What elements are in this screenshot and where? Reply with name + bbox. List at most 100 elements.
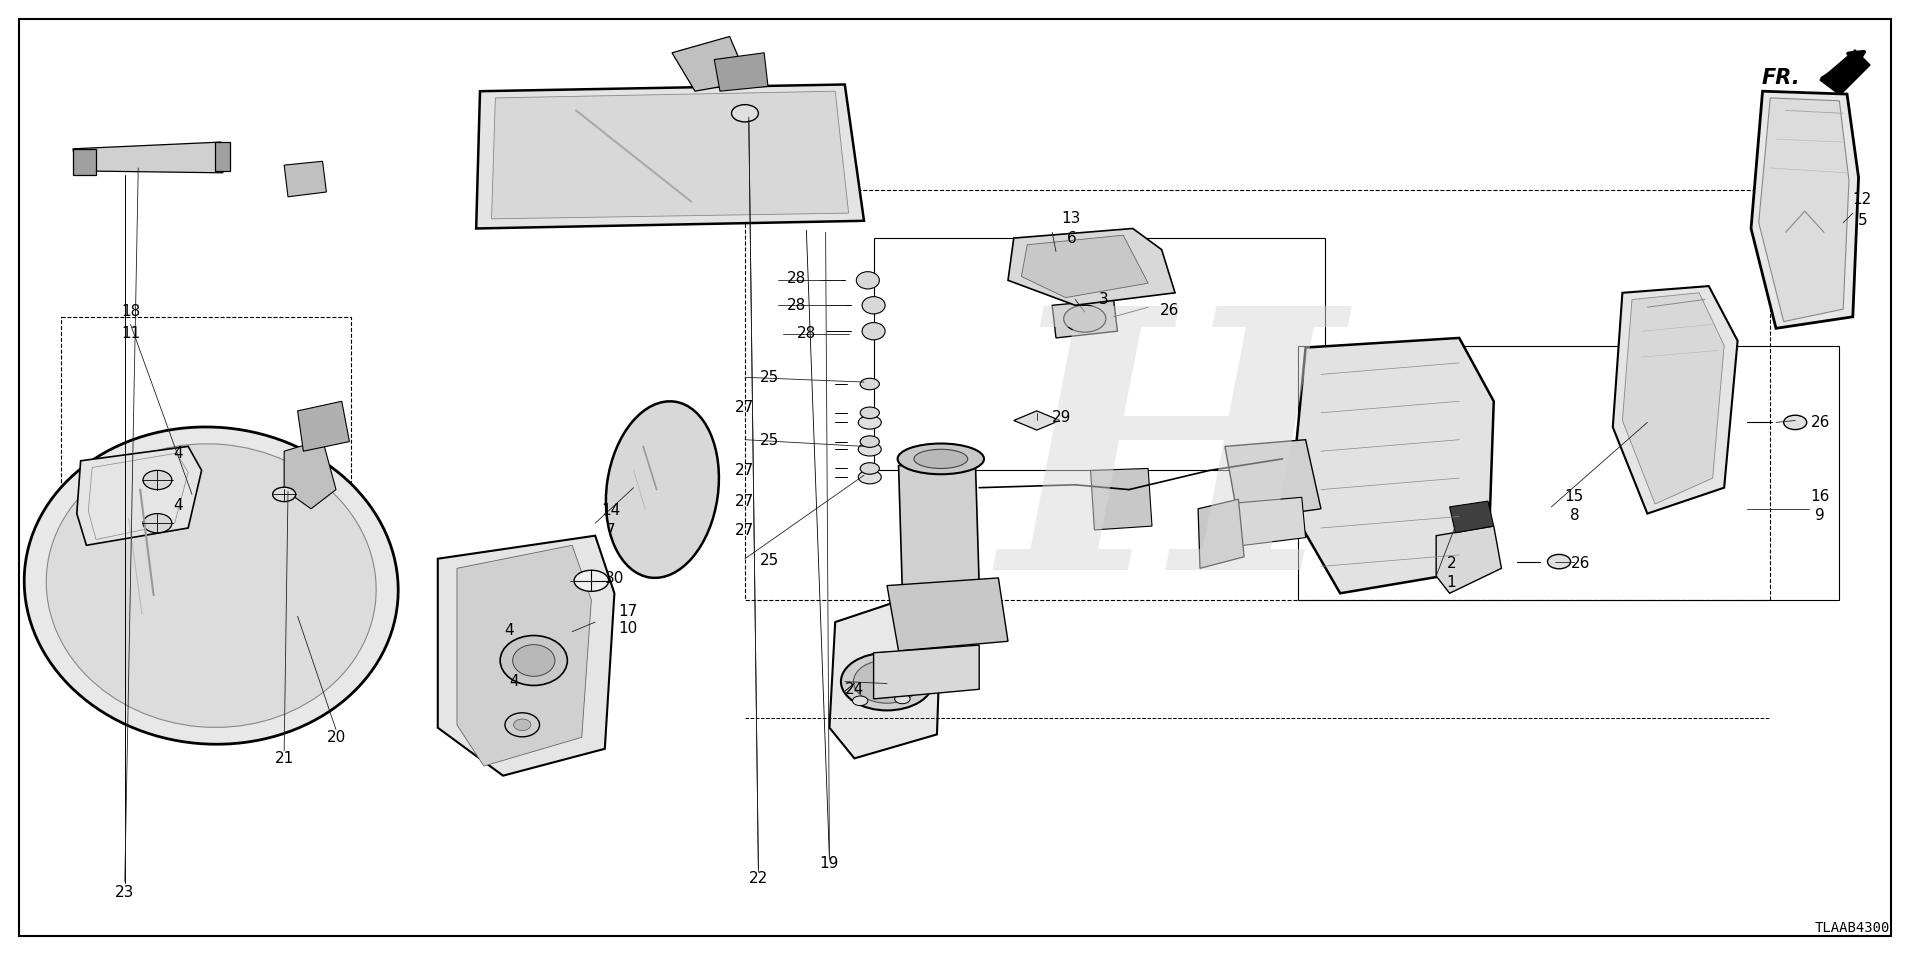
Text: 8: 8 — [1569, 508, 1580, 523]
Text: 19: 19 — [820, 856, 839, 872]
Polygon shape — [829, 593, 941, 758]
Polygon shape — [1759, 98, 1849, 322]
Polygon shape — [1052, 300, 1117, 338]
Ellipse shape — [858, 470, 881, 484]
Polygon shape — [1751, 91, 1859, 328]
Text: 2: 2 — [1446, 556, 1457, 571]
Ellipse shape — [852, 660, 922, 703]
Polygon shape — [457, 545, 591, 766]
Bar — [1298, 346, 1839, 600]
Text: 18: 18 — [121, 304, 140, 320]
Text: 26: 26 — [1811, 415, 1830, 430]
Bar — [745, 190, 1770, 600]
Ellipse shape — [858, 443, 881, 456]
Text: H: H — [1000, 296, 1342, 645]
Polygon shape — [1014, 411, 1060, 430]
Polygon shape — [1008, 228, 1175, 305]
Ellipse shape — [862, 323, 885, 340]
Text: 27: 27 — [735, 493, 755, 509]
Text: 25: 25 — [760, 433, 780, 448]
Text: 15: 15 — [1565, 489, 1584, 504]
Polygon shape — [492, 91, 849, 219]
Text: 23: 23 — [115, 885, 134, 900]
Polygon shape — [438, 536, 614, 776]
Ellipse shape — [1548, 554, 1571, 568]
Ellipse shape — [574, 570, 609, 591]
Polygon shape — [672, 36, 749, 91]
Text: 4: 4 — [173, 498, 184, 514]
Bar — [874, 238, 1325, 470]
Ellipse shape — [142, 470, 173, 490]
Ellipse shape — [856, 272, 879, 289]
Polygon shape — [77, 446, 202, 545]
Ellipse shape — [607, 401, 718, 578]
Polygon shape — [1198, 499, 1244, 568]
Ellipse shape — [732, 105, 758, 122]
Polygon shape — [1091, 468, 1152, 530]
Ellipse shape — [273, 488, 296, 501]
Text: 27: 27 — [735, 523, 755, 539]
Ellipse shape — [1784, 415, 1807, 430]
Ellipse shape — [499, 636, 568, 685]
Text: 21: 21 — [275, 751, 294, 766]
Ellipse shape — [25, 427, 397, 744]
Text: 26: 26 — [1160, 302, 1179, 318]
Text: 11: 11 — [121, 325, 140, 341]
Polygon shape — [1613, 286, 1738, 514]
Text: 29: 29 — [1052, 410, 1071, 425]
Text: 20: 20 — [326, 730, 346, 745]
Text: 6: 6 — [1066, 230, 1077, 246]
Ellipse shape — [860, 378, 879, 390]
Ellipse shape — [513, 645, 555, 676]
Ellipse shape — [1064, 305, 1106, 332]
Polygon shape — [1622, 293, 1724, 504]
Text: TLAAB4300: TLAAB4300 — [1814, 921, 1889, 935]
Ellipse shape — [841, 653, 933, 710]
Ellipse shape — [505, 712, 540, 737]
Polygon shape — [284, 161, 326, 197]
Text: 28: 28 — [787, 271, 806, 286]
Text: 4: 4 — [509, 674, 520, 689]
Polygon shape — [1436, 526, 1501, 593]
Ellipse shape — [860, 463, 879, 474]
Text: 4: 4 — [173, 445, 184, 461]
Text: 14: 14 — [601, 503, 620, 518]
Polygon shape — [215, 142, 230, 171]
Polygon shape — [73, 149, 96, 175]
Text: 25: 25 — [760, 553, 780, 568]
Text: 24: 24 — [845, 682, 864, 697]
Text: 10: 10 — [618, 621, 637, 636]
Ellipse shape — [914, 449, 968, 468]
Ellipse shape — [46, 444, 376, 728]
Text: 13: 13 — [1062, 211, 1081, 227]
Polygon shape — [298, 401, 349, 451]
Polygon shape — [899, 461, 979, 593]
Polygon shape — [1290, 338, 1494, 593]
Polygon shape — [714, 53, 768, 91]
Polygon shape — [476, 84, 864, 228]
Text: FR.: FR. — [1761, 68, 1801, 88]
Text: 7: 7 — [605, 523, 616, 539]
Text: 27: 27 — [735, 463, 755, 478]
Ellipse shape — [860, 436, 879, 447]
Ellipse shape — [862, 297, 885, 314]
Text: 17: 17 — [618, 604, 637, 619]
Ellipse shape — [897, 444, 983, 474]
Ellipse shape — [858, 416, 881, 429]
Bar — [61, 317, 351, 581]
Polygon shape — [284, 440, 336, 509]
Text: 9: 9 — [1814, 508, 1826, 523]
Text: 3: 3 — [1098, 292, 1110, 307]
Text: 12: 12 — [1853, 192, 1872, 207]
Polygon shape — [887, 578, 1008, 651]
Polygon shape — [1225, 497, 1306, 547]
Ellipse shape — [515, 719, 532, 731]
Text: 22: 22 — [749, 871, 768, 886]
Polygon shape — [1225, 440, 1321, 520]
Text: 25: 25 — [760, 370, 780, 385]
Text: 28: 28 — [797, 325, 816, 341]
Text: 28: 28 — [787, 298, 806, 313]
Text: 5: 5 — [1857, 213, 1868, 228]
Ellipse shape — [860, 407, 879, 419]
Polygon shape — [1820, 50, 1870, 95]
